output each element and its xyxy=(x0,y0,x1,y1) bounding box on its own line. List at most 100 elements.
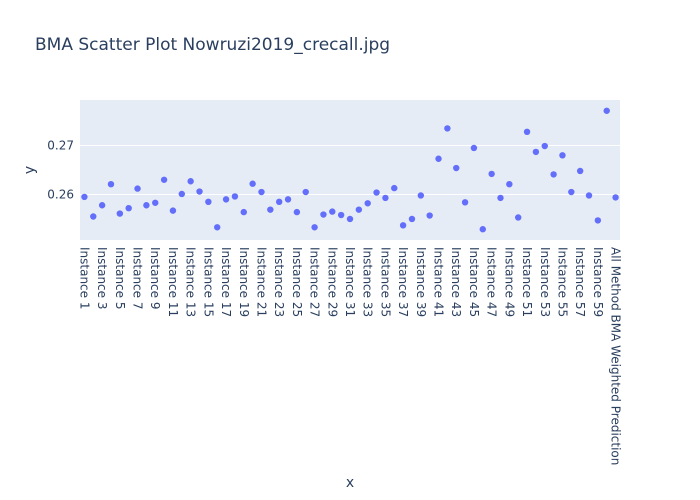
x-tick-label: Instance 41 xyxy=(432,247,446,317)
data-point xyxy=(514,214,522,221)
data-point xyxy=(559,152,566,159)
x-tick-label: Instance 19 xyxy=(237,247,251,317)
data-point xyxy=(205,198,212,206)
data-point xyxy=(488,170,495,178)
x-tick-label: Instance 11 xyxy=(166,247,180,317)
x-tick-label: Instance 55 xyxy=(555,247,569,317)
data-point xyxy=(364,200,371,207)
data-point xyxy=(399,222,407,229)
data-point xyxy=(568,188,575,196)
x-tick-label: Instance 37 xyxy=(396,247,410,317)
data-point xyxy=(90,213,97,220)
data-point xyxy=(426,212,433,219)
data-point xyxy=(293,208,301,216)
y-axis-title: y xyxy=(22,166,38,174)
x-tick-labels: Instance 1 Instance 3 Instance 5 Instance 7… xyxy=(77,247,622,465)
data-point xyxy=(612,194,619,201)
data-points xyxy=(81,107,619,233)
x-tick-label: Instance 45 xyxy=(467,247,481,317)
data-point xyxy=(116,210,124,217)
data-point xyxy=(143,202,150,209)
data-point xyxy=(523,128,531,136)
data-point xyxy=(134,185,141,192)
x-tick-label: Instance 33 xyxy=(361,247,375,317)
x-tick-label: Instance 9 xyxy=(148,247,162,310)
x-tick-label: Instance 7 xyxy=(131,247,145,310)
data-point xyxy=(214,224,221,231)
x-tick-label: Instance 43 xyxy=(449,247,463,317)
x-tick-label: Instance 51 xyxy=(520,247,534,317)
y-gridlines xyxy=(80,145,620,195)
data-point xyxy=(391,184,398,192)
x-tick-label: Instance 27 xyxy=(308,247,322,317)
data-point xyxy=(231,193,239,200)
data-point xyxy=(329,208,336,215)
x-tick-label: Instance 25 xyxy=(290,247,304,317)
data-point xyxy=(160,176,168,183)
data-point xyxy=(169,207,177,214)
data-point xyxy=(497,194,504,202)
data-point xyxy=(444,125,451,132)
data-point xyxy=(373,189,380,196)
x-tick-label: Instance 49 xyxy=(502,247,516,317)
data-point xyxy=(355,206,363,213)
data-point xyxy=(152,199,159,206)
data-point xyxy=(178,190,186,198)
data-point xyxy=(603,107,610,114)
x-tick-label: Instance 35 xyxy=(378,247,392,317)
x-tick-label: Instance 1 xyxy=(77,247,91,310)
data-point xyxy=(594,217,602,224)
data-point xyxy=(125,204,132,212)
x-tick-label: Instance 5 xyxy=(113,247,127,310)
data-point xyxy=(249,180,256,187)
x-tick-label: Instance 3 xyxy=(95,247,109,310)
y-tick-label: 0.27 xyxy=(47,139,74,153)
x-tick-label: Instance 57 xyxy=(573,247,587,317)
data-point xyxy=(275,198,283,206)
data-point xyxy=(196,188,203,195)
data-point xyxy=(576,167,584,175)
x-tick-label: Instance 15 xyxy=(201,247,215,317)
y-tick-label: 0.26 xyxy=(47,187,74,201)
y-tick-labels: 0.26 0.27 xyxy=(47,139,74,202)
x-axis-title: x xyxy=(346,475,354,491)
data-point xyxy=(479,226,486,233)
x-tick-label: Instance 39 xyxy=(414,247,428,317)
x-tick-label: Instance 21 xyxy=(254,247,268,317)
data-point xyxy=(267,206,274,213)
data-point xyxy=(550,171,557,178)
data-point xyxy=(532,148,540,156)
x-tick-label: Instance 13 xyxy=(184,247,198,317)
x-tick-label: Instance 17 xyxy=(219,247,233,317)
x-tick-label: Instance 53 xyxy=(538,247,552,317)
x-tick-label: Instance 29 xyxy=(325,247,339,317)
data-point xyxy=(240,208,247,216)
data-point xyxy=(258,188,265,196)
x-tick-label: Instance 47 xyxy=(485,247,499,317)
data-point xyxy=(81,193,88,201)
x-tick-label: Instance 23 xyxy=(272,247,286,317)
data-point xyxy=(408,215,416,223)
data-point xyxy=(541,142,548,150)
data-point xyxy=(585,192,593,199)
data-point xyxy=(506,180,513,188)
data-point xyxy=(461,199,469,206)
data-point xyxy=(337,211,345,219)
data-point xyxy=(311,224,318,231)
data-point xyxy=(382,194,389,202)
data-point xyxy=(302,188,309,196)
data-point xyxy=(453,164,460,172)
data-point xyxy=(320,211,327,218)
x-tick-label: Instance 59 xyxy=(591,247,605,317)
data-point xyxy=(107,180,115,188)
x-tick-label: All Method BMA Weighted Prediction xyxy=(609,247,623,465)
x-tick-label: Instance 31 xyxy=(343,247,357,317)
data-point xyxy=(98,202,106,209)
data-point xyxy=(470,144,478,152)
data-point xyxy=(346,215,354,223)
chart-title: BMA Scatter Plot Nowruzi2019_crecall.jpg xyxy=(35,35,390,55)
data-point xyxy=(187,178,194,185)
data-point xyxy=(417,192,425,199)
